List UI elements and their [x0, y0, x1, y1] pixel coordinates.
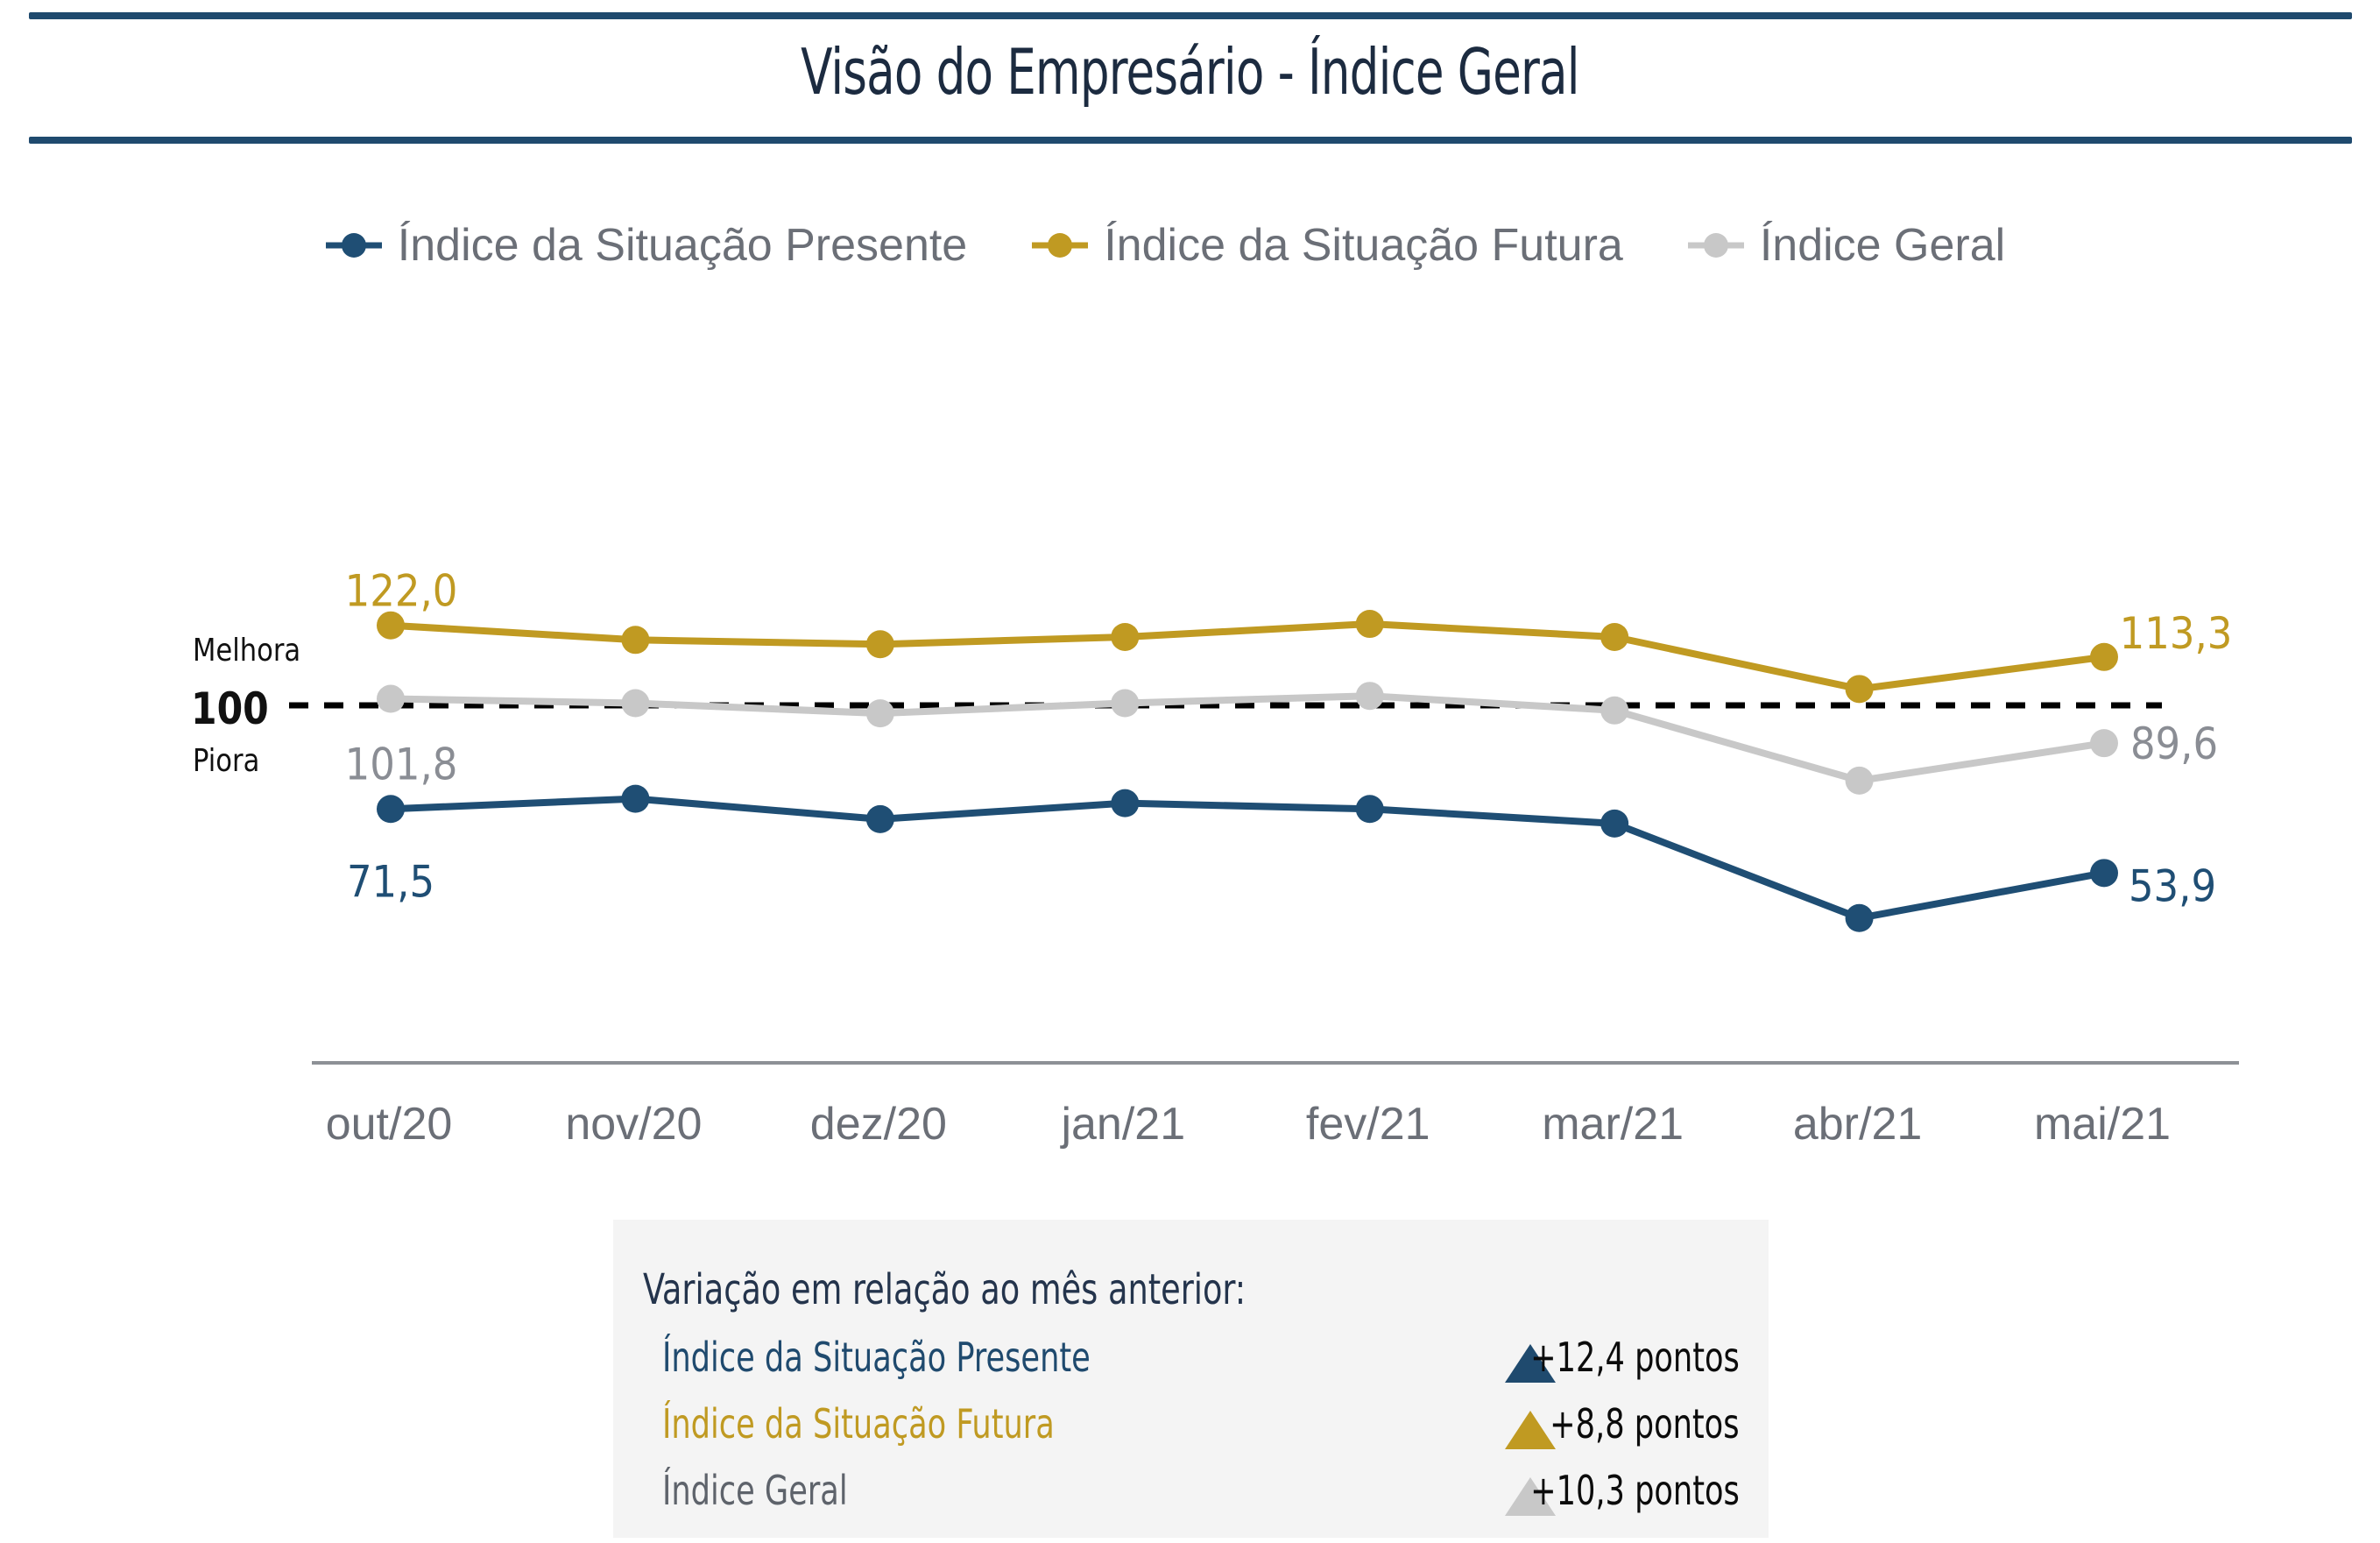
legend-label-futura: Índice da Situação Futura [1104, 220, 1623, 271]
legend-marker-geral-icon [1687, 233, 1744, 258]
series-geral: 101,8 89,6 [345, 682, 2218, 795]
data-point [1355, 682, 1384, 711]
series-line [390, 620, 2105, 693]
data-point [377, 795, 405, 824]
data-point [1600, 696, 1629, 725]
x-tick-label: mar/21 [1542, 1099, 1684, 1150]
x-tick-label: abr/21 [1793, 1099, 1922, 1150]
x-tick-label: nov/20 [565, 1099, 702, 1150]
data-point [2090, 642, 2118, 671]
data-point [1845, 675, 1874, 704]
chart-title: Visão do Empresário - Índice Geral [801, 35, 1579, 109]
triangle-up-icon [1505, 1411, 1556, 1449]
legend-label-geral: Índice Geral [1759, 220, 2006, 271]
series-presente: 71,5 53,9 [347, 784, 2216, 932]
data-point [1845, 766, 1874, 795]
data-point [1111, 689, 1140, 718]
triangle-up-icon [1505, 1477, 1556, 1516]
data-point [865, 630, 894, 659]
data-point [377, 611, 405, 640]
series-futura: 122,0 113,3 [345, 566, 2233, 704]
reference-value-label: 100 [191, 683, 269, 734]
data-label: 53,9 [2129, 860, 2216, 911]
reference-above-label: Melhora [193, 633, 301, 669]
legend-item-presente: Índice da Situação Presente [322, 219, 967, 272]
data-label: 122,0 [345, 566, 458, 617]
data-point [2090, 859, 2118, 888]
x-tick-label: out/20 [326, 1099, 453, 1150]
legend-item-futura: Índice da Situação Futura [1028, 219, 1623, 272]
variation-panel: Variação em relação ao mês anterior: Índ… [613, 1220, 1769, 1538]
data-point [865, 699, 894, 728]
data-point [1111, 622, 1140, 651]
data-label: 89,6 [2130, 718, 2218, 769]
data-point [621, 784, 650, 813]
data-point [865, 804, 894, 833]
x-tick-label: mai/21 [2034, 1099, 2171, 1150]
data-point [1355, 795, 1384, 824]
data-point [621, 626, 650, 655]
data-label: 113,3 [2120, 608, 2233, 659]
series-line [390, 795, 2105, 922]
legend-marker-presente-icon [325, 233, 382, 258]
legend-label-presente: Índice da Situação Presente [397, 220, 968, 271]
title-bottom-rule [29, 137, 2352, 144]
data-label: 71,5 [347, 856, 434, 907]
reference-below-label: Piora [193, 743, 260, 779]
series-group: 101,8 89,6 122,0 113,3 71,5 53,9 [345, 566, 2233, 932]
legend-item-geral: Índice Geral [1684, 219, 2005, 272]
line-chart: 101,8 89,6 122,0 113,3 71,5 53,9 out/20 nov/20… [289, 566, 2239, 1150]
x-tick-label: dez/20 [810, 1099, 947, 1150]
data-point [1845, 903, 1874, 932]
variation-header: Variação em relação ao mês anterior: [643, 1265, 1246, 1314]
x-tick-label: fev/21 [1306, 1099, 1430, 1150]
data-point [1111, 789, 1140, 818]
data-point [1600, 809, 1629, 838]
data-point [377, 684, 405, 713]
series-line [390, 692, 2105, 784]
data-point [1600, 622, 1629, 651]
x-tick-label: jan/21 [1059, 1099, 1185, 1150]
variation-value: +10,3 pontos [1530, 1467, 1740, 1514]
data-point [1355, 610, 1384, 639]
variation-value: +8,8 pontos [1550, 1400, 1740, 1447]
data-point [2090, 729, 2118, 758]
legend: Índice da Situação Presente Índice da Si… [0, 219, 2354, 272]
variation-name: Índice da Situação Presente [662, 1334, 1091, 1381]
variation-name: Índice Geral [662, 1467, 848, 1514]
variation-name: Índice da Situação Futura [662, 1400, 1055, 1447]
data-label: 101,8 [345, 740, 458, 790]
legend-marker-futura-icon [1032, 233, 1089, 258]
variation-value: +12,4 pontos [1530, 1334, 1740, 1381]
triangle-up-icon [1505, 1344, 1556, 1383]
data-point [621, 689, 650, 718]
title-top-rule [29, 12, 2352, 19]
variation-row-futura: Índice da Situação Futura +8,8 pontos [662, 1400, 1740, 1462]
variation-row-geral: Índice Geral +10,3 pontos [662, 1467, 1740, 1528]
variation-row-presente: Índice da Situação Presente +12,4 pontos [662, 1334, 1740, 1395]
x-axis: out/20 nov/20 dez/20 jan/21 fev/21 mar/21 abr/… [312, 1061, 2239, 1150]
